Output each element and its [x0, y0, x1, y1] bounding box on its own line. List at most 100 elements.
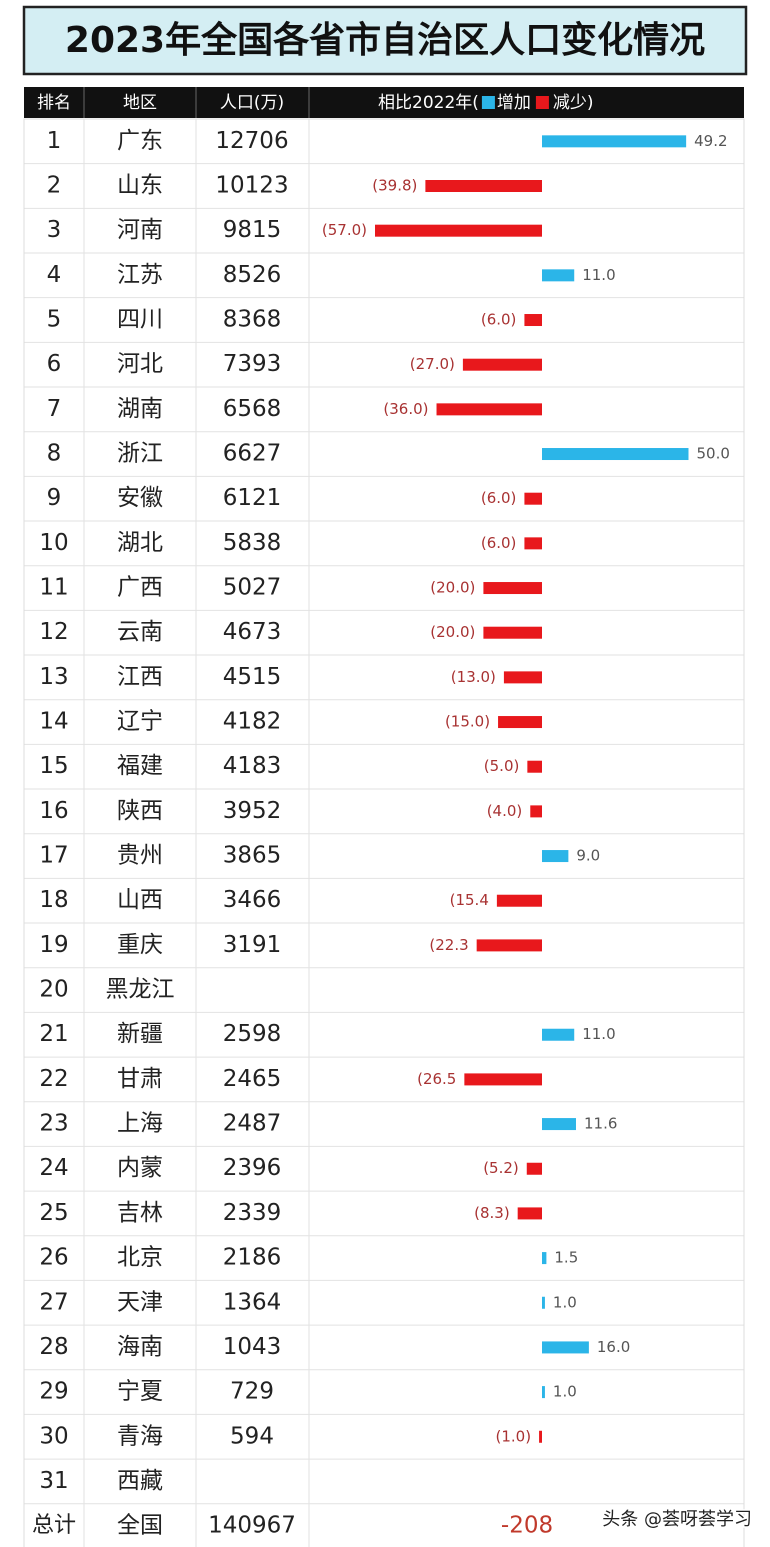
change-label: (22.3 [429, 936, 468, 954]
change-bar [483, 582, 542, 595]
region: 海南 [117, 1334, 163, 1360]
change-label: (20.0) [430, 623, 475, 641]
region: 四川 [117, 307, 163, 333]
rank: 10 [39, 530, 68, 556]
change-header: 相比2022年(增加 减少) [378, 93, 594, 113]
change-label: (6.0) [481, 311, 517, 329]
change-label: 9.0 [576, 847, 600, 865]
population: 12706 [215, 128, 288, 154]
change-bar [527, 760, 542, 773]
change-label: 11.0 [582, 1025, 615, 1043]
change-bar [542, 269, 575, 282]
total-change: -208 [501, 1513, 553, 1539]
population: 4183 [223, 753, 282, 779]
region: 河南 [117, 217, 163, 243]
population: 3865 [223, 843, 282, 869]
change-bar [375, 224, 542, 237]
change-bar [524, 314, 542, 327]
rank: 13 [39, 664, 68, 690]
legend-decrease-swatch [535, 96, 549, 109]
region: 湖南 [117, 396, 163, 422]
change-bar [462, 358, 542, 371]
change-bar [496, 894, 542, 907]
watermark: 头条 @荟呀荟学习 [602, 1509, 752, 1530]
change-bar [476, 939, 542, 952]
change-label: (15.4 [450, 891, 489, 909]
region: 内蒙 [117, 1155, 163, 1181]
population: 2396 [223, 1155, 282, 1181]
region: 贵州 [117, 843, 163, 869]
rank: 2 [47, 173, 62, 199]
region: 安徽 [117, 485, 163, 511]
change-bar [542, 1341, 589, 1354]
region: 浙江 [117, 441, 163, 467]
region: 上海 [117, 1111, 163, 1137]
change-label: (15.0) [445, 713, 490, 731]
change-label: 11.6 [584, 1115, 617, 1133]
change-bar [542, 135, 687, 148]
change-bar [539, 1430, 542, 1443]
change-label: (20.0) [430, 579, 475, 597]
population: 6627 [223, 441, 282, 467]
title: 2023年全国各省市自治区人口变化情况 [65, 19, 705, 61]
region: 黑龙江 [106, 977, 175, 1003]
change-label: (36.0) [383, 400, 428, 418]
population: 8526 [223, 262, 282, 288]
rank: 6 [47, 351, 62, 377]
change-label: 49.2 [694, 132, 727, 150]
rank: 11 [39, 575, 68, 601]
population: 7393 [223, 351, 282, 377]
region: 北京 [117, 1245, 163, 1271]
change-label: 1.0 [553, 1383, 577, 1401]
change-bar [483, 626, 542, 639]
region: 广东 [117, 128, 163, 154]
legend-increase-swatch [481, 96, 495, 109]
change-bar [542, 1252, 547, 1265]
change-bar [425, 180, 542, 193]
change-bar [436, 403, 542, 416]
column-header: 人口(万) [220, 93, 284, 113]
change-bar [530, 805, 542, 818]
change-label: (1.0) [496, 1427, 532, 1445]
population: 3191 [223, 932, 282, 958]
rank: 30 [39, 1423, 68, 1449]
change-label: (39.8) [372, 177, 417, 195]
population: 1364 [223, 1289, 282, 1315]
total-region: 全国 [117, 1513, 163, 1539]
rank: 12 [39, 619, 68, 645]
change-header-part: 减少 [553, 93, 587, 113]
rank: 21 [39, 1021, 68, 1047]
region: 福建 [117, 753, 163, 779]
header-bg [24, 87, 744, 118]
change-bar [542, 1296, 545, 1309]
region: 云南 [117, 619, 163, 645]
change-label: 1.5 [554, 1249, 578, 1267]
population: 2598 [223, 1021, 282, 1047]
rank: 26 [39, 1245, 68, 1271]
change-label: (27.0) [410, 355, 455, 373]
region: 新疆 [117, 1021, 163, 1047]
change-bar [498, 716, 542, 729]
region: 辽宁 [117, 709, 163, 735]
rank: 8 [47, 441, 62, 467]
population: 1043 [223, 1334, 282, 1360]
region: 重庆 [117, 932, 163, 958]
change-label: (8.3) [474, 1204, 510, 1222]
change-bar [542, 1118, 576, 1131]
change-label: (4.0) [487, 802, 523, 820]
population: 2465 [223, 1066, 282, 1092]
rank: 28 [39, 1334, 68, 1360]
population: 2487 [223, 1111, 282, 1137]
rank: 29 [39, 1379, 68, 1405]
population: 9815 [223, 217, 282, 243]
region: 江苏 [117, 262, 163, 288]
population: 10123 [215, 173, 288, 199]
column-header: 地区 [123, 93, 157, 113]
rank: 3 [47, 217, 62, 243]
rank: 18 [39, 887, 68, 913]
population: 5027 [223, 575, 282, 601]
change-bar [524, 537, 542, 550]
population: 6121 [223, 485, 282, 511]
change-bar [542, 448, 689, 461]
